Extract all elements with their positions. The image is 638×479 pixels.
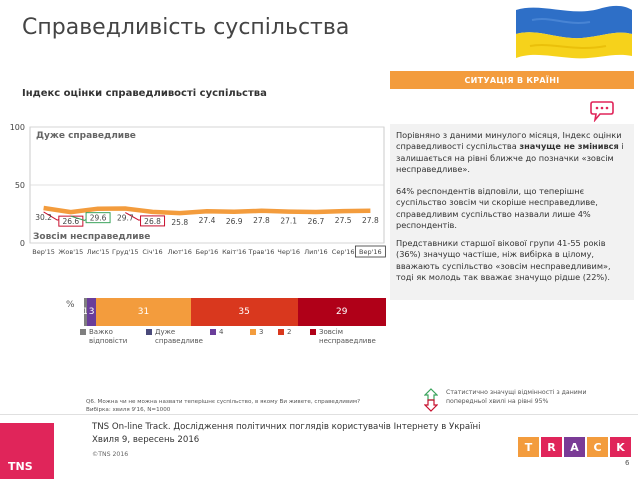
data-label: 27.4 [199,216,216,225]
bottom-scale-label: Зовсім несправедливе [33,231,150,242]
tns-logo: TNS [0,423,54,479]
bar-segment: 35 [190,298,298,326]
legend-swatch [310,329,316,335]
legend-item: 3 [250,328,263,337]
bar-segment: 3 [87,298,97,326]
commentary-paragraph-1: Порівняно з даними минулого місяця, Інде… [396,130,628,175]
stacked-bar-legend: Важко відповісти Дуже справедливе 4 3 2 Зовсі… [80,328,390,352]
x-tick-label: Вер'16 [359,248,382,256]
page-number: 6 [625,459,630,467]
x-tick-label: Лип'16 [304,248,327,256]
footer-study-title: TNS On-line Track. Дослідження політични… [92,422,481,432]
commentary-emphasis: значуще не змінився [519,141,619,152]
data-label: 29.7 [117,214,134,223]
track-letter: C [587,437,608,457]
data-label: 27.5 [335,216,352,225]
footer-divider [0,414,638,415]
x-tick-label: Квіт'16 [222,248,246,256]
footer-text: TNS On-line Track. Дослідження політични… [92,421,481,446]
legend-item: Зовсім несправедливе [310,328,379,345]
legend-swatch [146,329,152,335]
series-line [43,205,371,216]
stacked-bar-chart: 1 3 31 35 29 [83,298,386,326]
x-tick-label: Сер'16 [332,248,355,256]
question-text: Q6. Можна чи не можна назвати теперішнє … [86,399,361,405]
bar-segment: 29 [297,298,386,326]
data-label: 27.8 [362,216,379,225]
x-tick-label: Чер'16 [277,248,300,256]
data-label: 26.7 [308,217,325,226]
data-label: 25.8 [171,218,188,227]
legend-swatch [210,329,216,335]
legend-item: 2 [278,328,291,337]
significance-arrows-icon [424,388,438,412]
page-title: Справедливість суспільства [22,15,350,40]
legend-label: Важко відповісти [89,328,128,345]
x-tick-label: Січ'16 [142,248,162,256]
significance-note: Статистично значущі відмінності з даними… [446,389,587,405]
legend-swatch [80,329,86,335]
legend-item: Важко відповісти [80,328,149,345]
question-note: Q6. Можна чи не можна назвати теперішнє … [86,399,386,414]
commentary-paragraph-3: Представники старшої вікової групи 41-55… [396,238,611,282]
percent-unit-label: % [66,300,75,310]
chart-marks: 30.2 26.6 29.6 29.7 26.8 25.8 27.4 26.9 27.8 27.1… [35,205,379,227]
x-tick-label: Жов'15 [58,248,83,256]
bar-segment: 31 [96,298,191,326]
y-tick-label: 100 [10,123,25,132]
commentary-paragraph-2: 64% респондентів відповіли, що теперішнє… [396,186,598,230]
legend-label: 4 [219,328,224,336]
commentary-panel: Порівняно з даними минулого місяця, Інде… [390,124,634,300]
legend-swatch [250,329,256,335]
situation-badge: СИТУАЦІЯ В КРАЇНІ [390,71,634,89]
legend-label: Зовсім несправедливе [319,328,376,345]
data-label: 26.9 [226,217,243,226]
x-tick-label: Груд'15 [112,248,139,256]
sample-text: Вибірка: хвиля 9'16, N=1000 [86,406,171,413]
chart-subtitle: Індекс оцінки справедливості суспільства [22,88,267,99]
data-label: 27.8 [253,216,270,225]
x-tick-label: Бер'16 [196,248,219,256]
ukraine-flag-image [516,5,632,59]
line-chart: 0 50 100 Вер'15 Жов'15 Лис'15 Груд'15 Січ'16 Лют… [10,123,386,258]
data-label: 29.6 [90,214,107,223]
track-letter: K [610,437,631,457]
significance-box [140,215,166,227]
legend-label: 3 [259,328,264,336]
commentary-text: Порівняно з даними минулого місяця, Інде… [396,130,622,152]
x-tick-label: Лис'15 [87,248,110,256]
data-label: 30.2 [35,213,52,222]
track-letter: A [564,437,585,457]
copyright: ©TNS 2016 [92,451,129,458]
y-tick-label: 0 [20,239,25,248]
track-letter: T [518,437,539,457]
x-tick-label: Трав'16 [247,248,274,256]
data-label: 26.8 [144,217,161,226]
legend-label: 2 [287,328,292,336]
x-tick-label: Лют'16 [168,248,192,256]
legend-item: 4 [210,328,223,337]
highlighted-tick-box [354,245,386,258]
x-tick-label: Вер'15 [32,248,55,256]
commentary-text: і залишається на рівні ближче до позначк… [396,141,624,174]
footer-wave: Хвиля 9, вересень 2016 [92,434,200,445]
significance-box [85,212,111,224]
track-letter: R [541,437,562,457]
legend-item: Дуже справедливе [146,328,215,345]
y-tick-label: 50 [15,181,25,190]
data-label: 27.1 [280,217,297,226]
data-label: 26.6 [62,217,79,226]
top-scale-label: Дуже справедливе [36,131,136,141]
legend-label: Дуже справедливе [155,328,203,345]
speech-bubble-icon [590,101,614,122]
chart-axes: 0 50 100 Вер'15 Жов'15 Лис'15 Груд'15 Січ'16 Лют… [10,123,386,258]
bar-segment: 1 [83,298,88,326]
legend-swatch [278,329,284,335]
